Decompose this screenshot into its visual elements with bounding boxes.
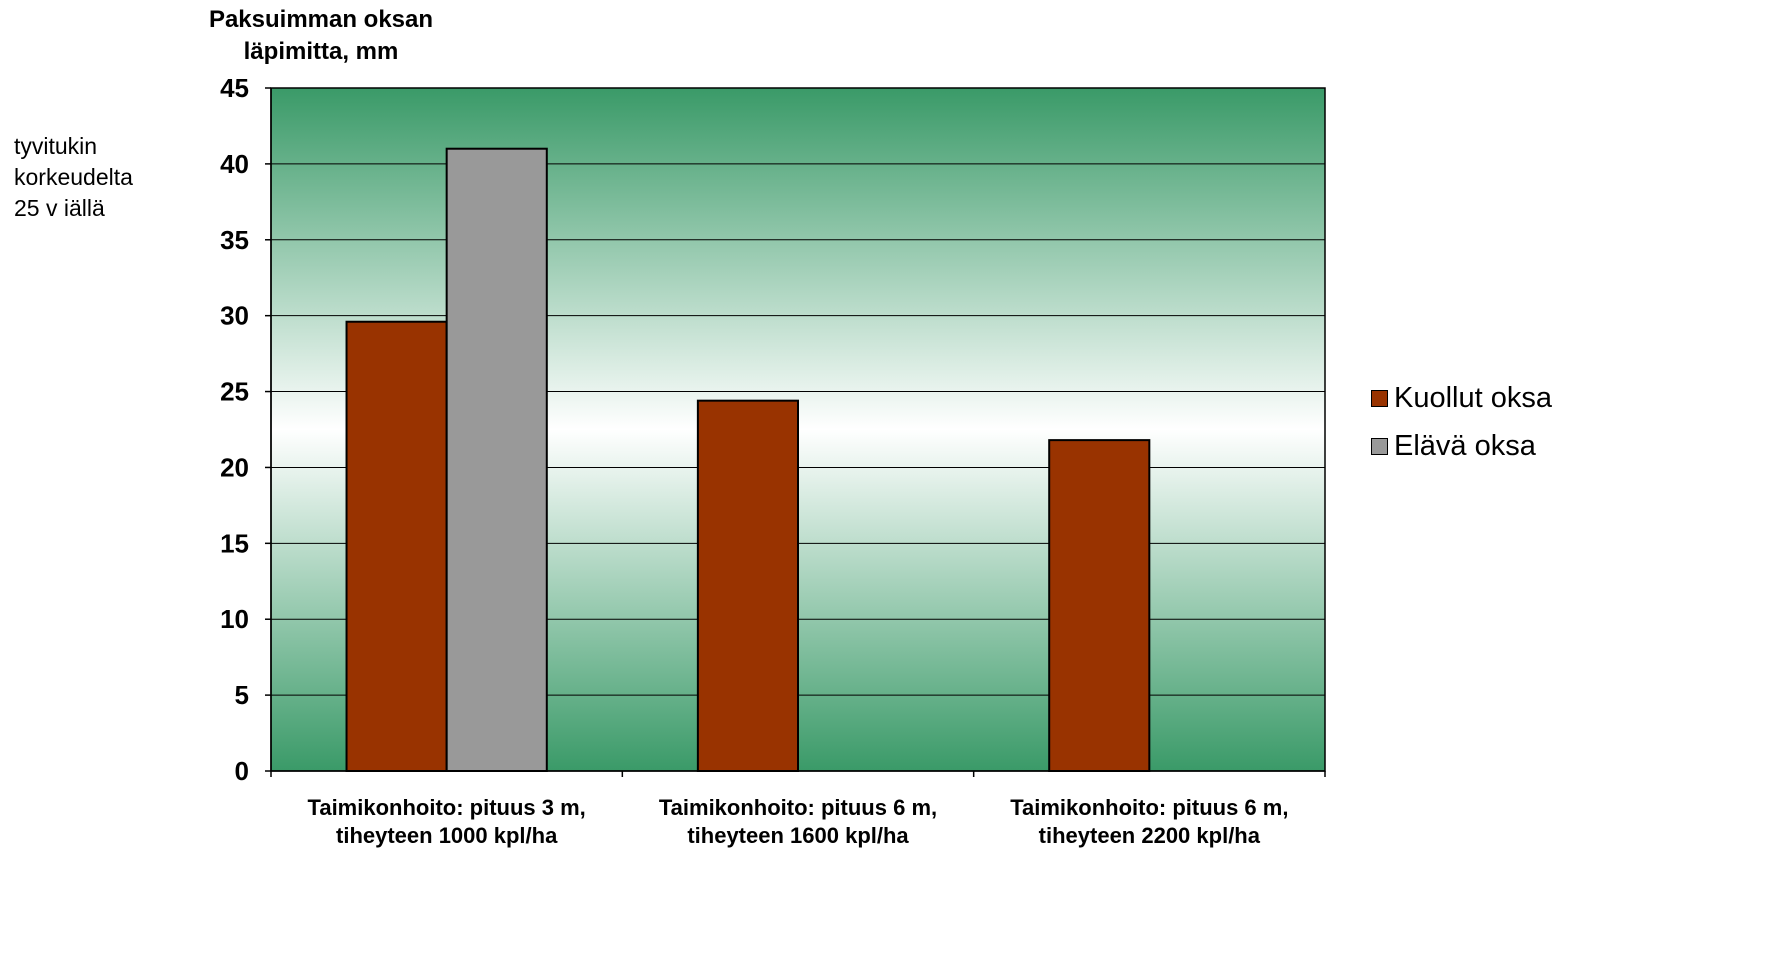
legend-item-elava: Elävä oksa bbox=[1371, 422, 1552, 470]
legend-label-elava: Elävä oksa bbox=[1394, 429, 1536, 462]
y-tick-label: 15 bbox=[220, 528, 249, 558]
side-note-line: tyvitukin bbox=[14, 133, 98, 159]
y-tick-label: 25 bbox=[220, 377, 249, 407]
bar-kuollut bbox=[345, 320, 448, 772]
side-note-line: korkeudelta bbox=[14, 164, 133, 190]
legend-label-kuollut: Kuollut oksa bbox=[1394, 381, 1552, 414]
side-note: tyvitukin korkeudelta 25 v iällä bbox=[14, 131, 133, 224]
legend: Kuollut oksa Elävä oksa bbox=[1371, 374, 1552, 470]
y-tick-label: 30 bbox=[220, 301, 249, 331]
legend-swatch-kuollut bbox=[1371, 389, 1388, 407]
bar-kuollut bbox=[696, 399, 799, 772]
x-category-label: tiheyteen 2200 kpl/ha bbox=[1039, 823, 1261, 848]
y-tick-label: 45 bbox=[220, 73, 249, 103]
x-category-label: Taimikonhoito: pituus 6 m, bbox=[1010, 795, 1288, 820]
x-category-label: Taimikonhoito: pituus 6 m, bbox=[659, 795, 937, 820]
side-note-line: 25 v iällä bbox=[14, 195, 105, 221]
y-tick-label: 20 bbox=[220, 452, 249, 482]
bar-elava bbox=[445, 147, 548, 772]
y-axis-title-line: läpimitta, mm bbox=[243, 38, 399, 65]
x-category-label: Taimikonhoito: pituus 3 m, bbox=[308, 795, 586, 820]
x-category-label: tiheyteen 1600 kpl/ha bbox=[687, 823, 909, 848]
legend-swatch-elava bbox=[1371, 437, 1388, 455]
bar-kuollut bbox=[1048, 439, 1151, 772]
y-tick-label: 10 bbox=[220, 604, 249, 634]
y-tick-label: 40 bbox=[220, 149, 249, 179]
y-tick-label: 5 bbox=[235, 680, 249, 710]
y-tick-label: 0 bbox=[235, 756, 249, 786]
x-category-label: tiheyteen 1000 kpl/ha bbox=[336, 823, 558, 848]
y-axis-title: Paksuimman oksan läpimitta, mm bbox=[200, 4, 442, 68]
y-tick-label: 35 bbox=[220, 225, 249, 255]
legend-item-kuollut: Kuollut oksa bbox=[1371, 374, 1552, 422]
y-axis-title-line: Paksuimman oksan bbox=[208, 6, 434, 33]
